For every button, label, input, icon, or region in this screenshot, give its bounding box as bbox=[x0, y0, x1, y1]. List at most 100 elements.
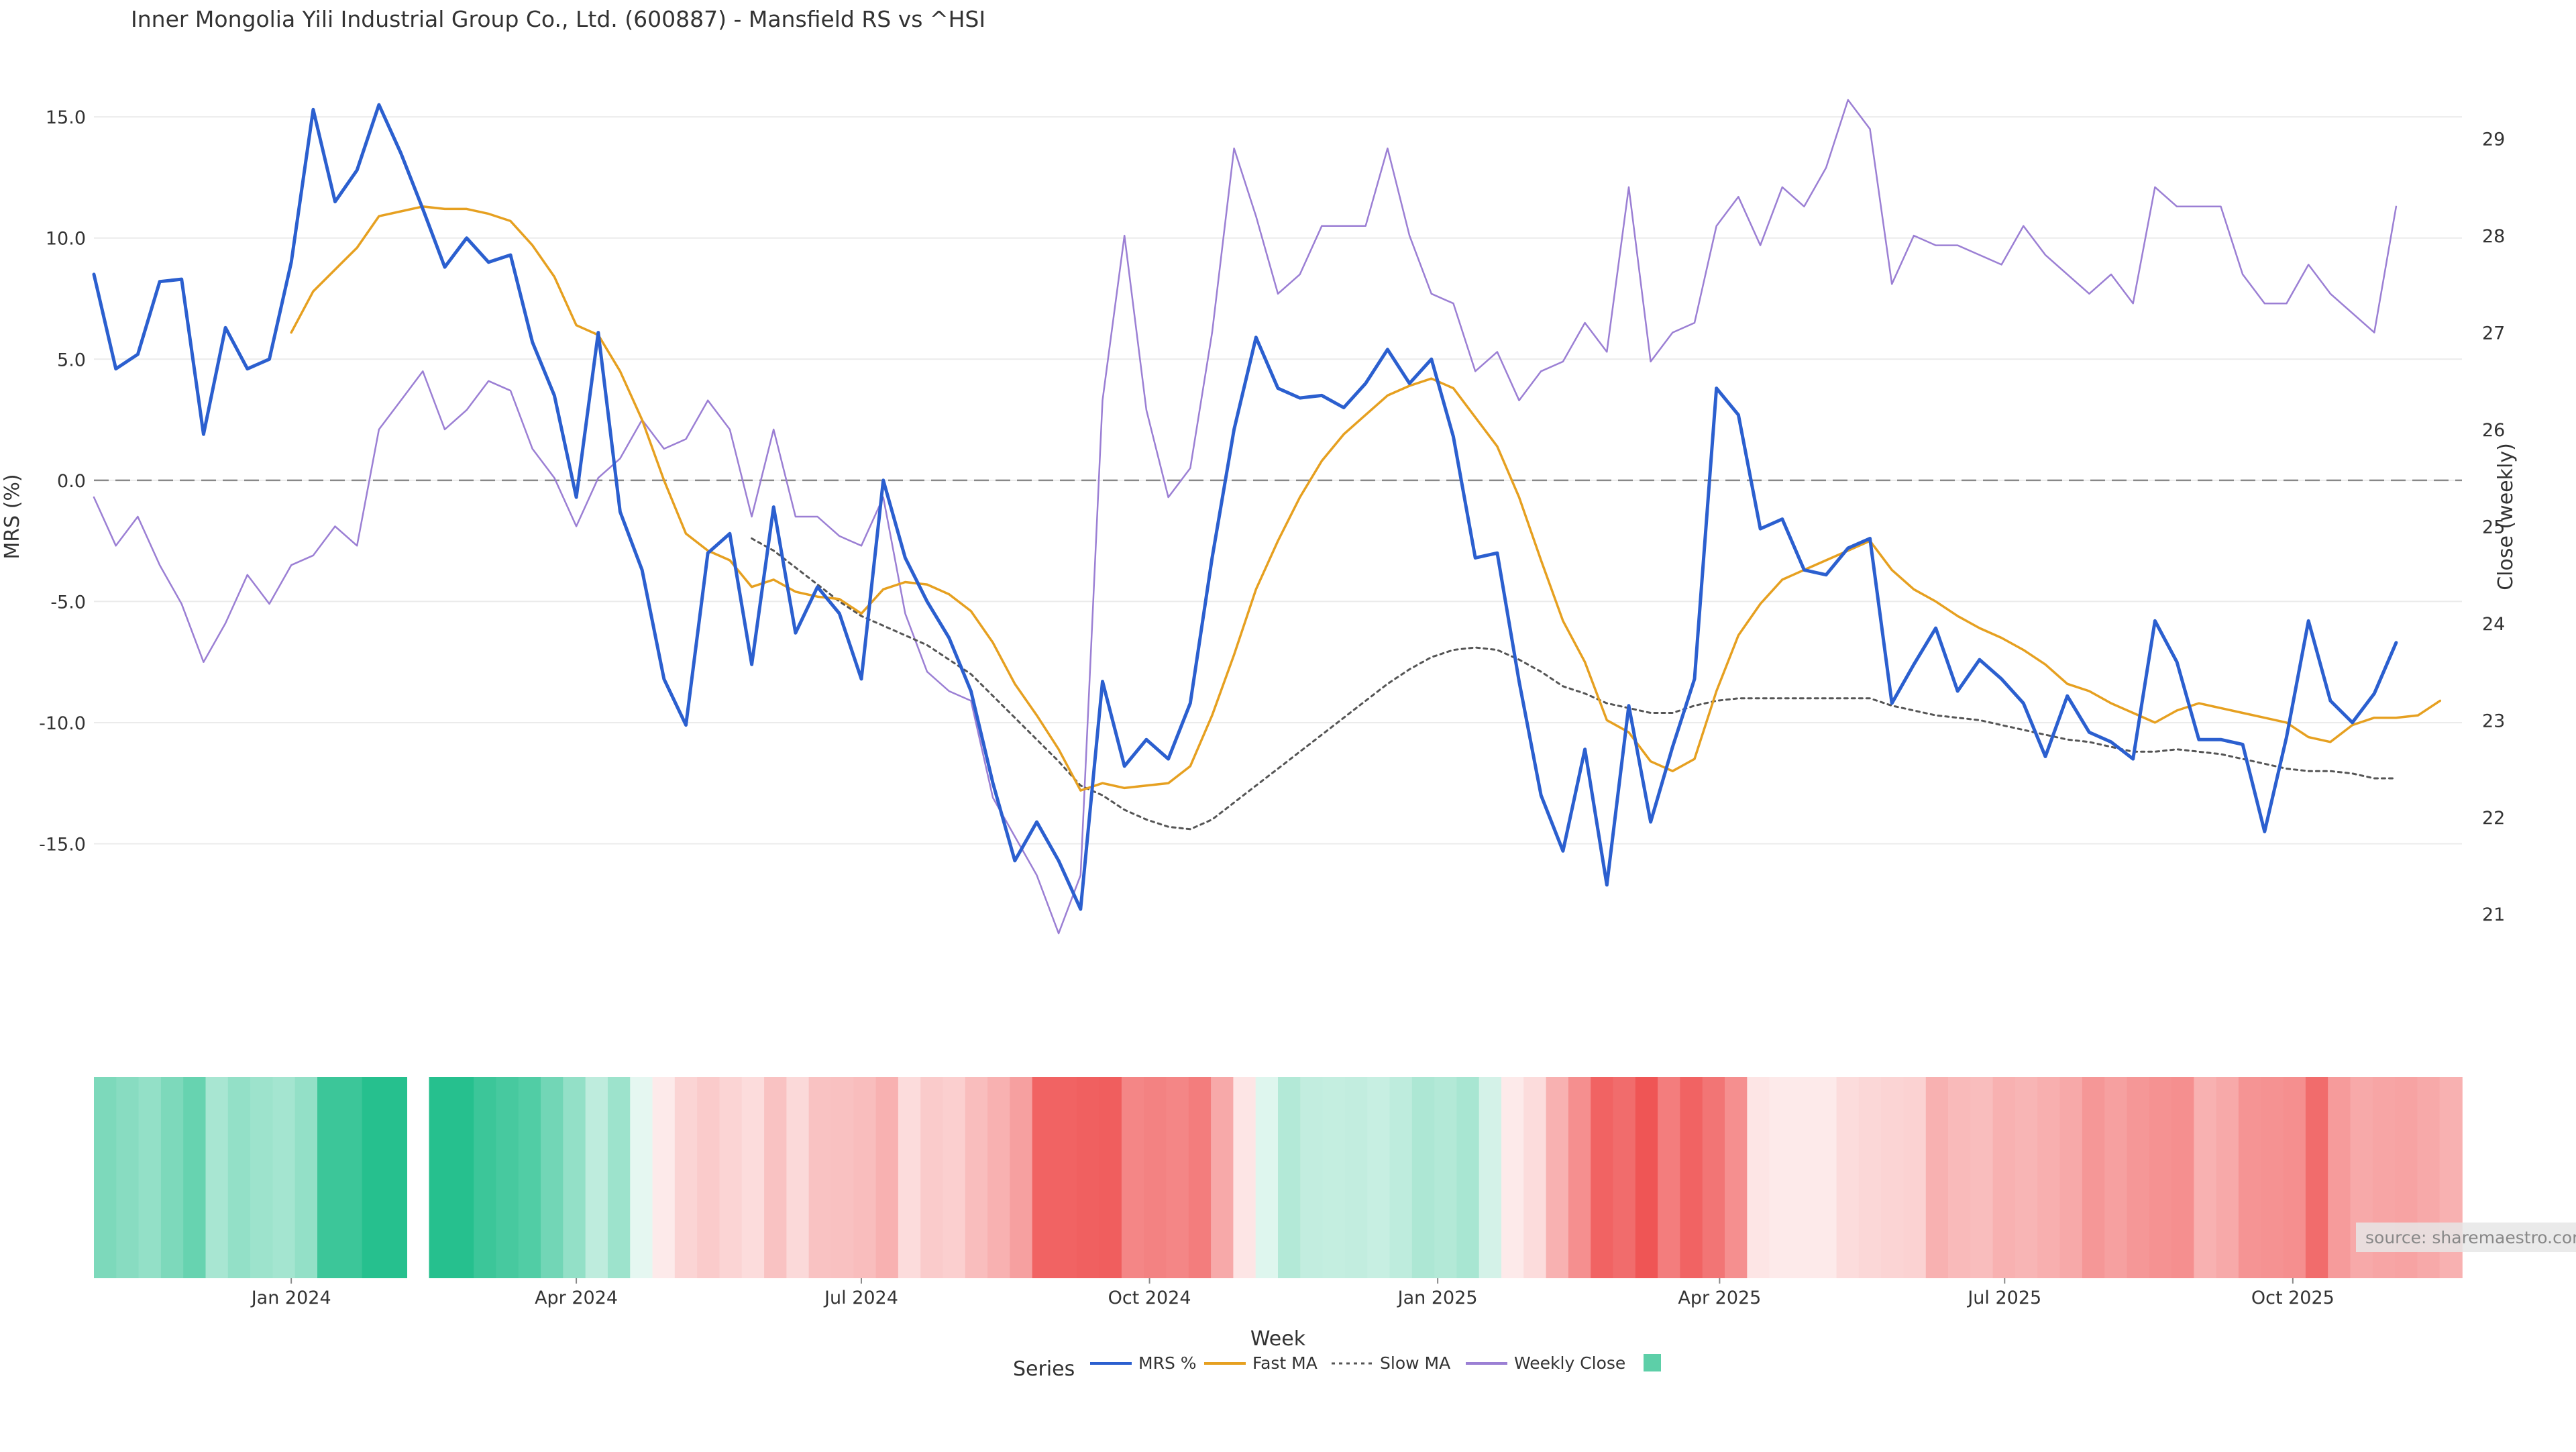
y-tick-label: 15.0 bbox=[46, 107, 86, 128]
series-line-slow-ma bbox=[751, 537, 2398, 831]
x-tick-label: Apr 2025 bbox=[1678, 1288, 1761, 1308]
heatmap-cell bbox=[429, 1077, 452, 1278]
heatmap-cell bbox=[607, 1077, 631, 1278]
heatmap-cell bbox=[2082, 1077, 2105, 1278]
y-axis-label: MRS (%) bbox=[1, 474, 24, 559]
heatmap-cell bbox=[1322, 1077, 1346, 1278]
heatmap-cell bbox=[1233, 1077, 1256, 1278]
series-lines bbox=[92, 99, 2442, 935]
heatmap-cell bbox=[2059, 1077, 2083, 1278]
heatmap-cell bbox=[518, 1077, 541, 1278]
heatmap-cell bbox=[1188, 1077, 1212, 1278]
heatmap-cell bbox=[965, 1077, 988, 1278]
heatmap-cell bbox=[541, 1077, 564, 1278]
heatmap-cell bbox=[1144, 1077, 1167, 1278]
heatmap-cell bbox=[138, 1077, 162, 1278]
x-axis-label: Week bbox=[1250, 1327, 1306, 1351]
heatmap-cell bbox=[652, 1077, 676, 1278]
heatmap-cell bbox=[1211, 1077, 1234, 1278]
x-tick-label: Jan 2024 bbox=[250, 1288, 331, 1308]
heatmap-cell bbox=[1479, 1077, 1502, 1278]
heatmap-cell bbox=[1992, 1077, 2016, 1278]
heatmap-cell bbox=[2328, 1077, 2351, 1278]
heatmap-cell bbox=[362, 1077, 385, 1278]
heatmap-cell bbox=[898, 1077, 921, 1278]
heatmap-cell bbox=[563, 1077, 586, 1278]
y2-tick-label: 26 bbox=[2482, 420, 2505, 441]
heatmap-cell bbox=[1658, 1077, 1681, 1278]
legend: Series MRS % Fast MA Slow MA Weekly Close bbox=[1013, 1353, 1661, 1381]
heatmap-cell bbox=[272, 1077, 296, 1278]
x-tick-label: Apr 2024 bbox=[535, 1288, 618, 1308]
y2-tick-label: 23 bbox=[2482, 711, 2505, 731]
heatmap-cell bbox=[1411, 1077, 1435, 1278]
heatmap-cell bbox=[1077, 1077, 1100, 1278]
heatmap-cell bbox=[1881, 1077, 1904, 1278]
heatmap-cell bbox=[585, 1077, 608, 1278]
y-tick-label: -10.0 bbox=[39, 713, 86, 734]
x-tick-label: Oct 2024 bbox=[1108, 1288, 1191, 1308]
heatmap-cell bbox=[1858, 1077, 1882, 1278]
heatmap-cell bbox=[2127, 1077, 2150, 1278]
heatmap-cell bbox=[1456, 1077, 1480, 1278]
heatmap-cell bbox=[1344, 1077, 1368, 1278]
heatmap-cell bbox=[1166, 1077, 1189, 1278]
y2-tick-label: 27 bbox=[2482, 323, 2505, 344]
heatmap-cell bbox=[1725, 1077, 1748, 1278]
heatmap-cell bbox=[339, 1077, 363, 1278]
heatmap-cell bbox=[2261, 1077, 2284, 1278]
legend-label: MRS % bbox=[1138, 1353, 1197, 1373]
series-line-weekly-close bbox=[93, 99, 2398, 935]
heatmap-cell bbox=[1300, 1077, 1324, 1278]
heatmap-cell bbox=[496, 1077, 519, 1278]
legend-label: Fast MA bbox=[1252, 1353, 1318, 1373]
source-note-text: source: sharemaestro.com bbox=[2365, 1228, 2576, 1247]
heatmap-cell bbox=[294, 1077, 318, 1278]
heatmap-cell bbox=[1948, 1077, 1972, 1278]
heatmap-strip bbox=[94, 1077, 2463, 1278]
y2-tick-label: 29 bbox=[2482, 129, 2505, 150]
y2-tick-label: 24 bbox=[2482, 614, 2505, 635]
heatmap-cell bbox=[1010, 1077, 1033, 1278]
heatmap-cell bbox=[1680, 1077, 1703, 1278]
source-note-background bbox=[2356, 1223, 2576, 1252]
x-tick-label: Jul 2024 bbox=[823, 1288, 898, 1308]
heatmap-cell bbox=[317, 1077, 341, 1278]
heatmap-cell bbox=[2149, 1077, 2172, 1278]
heatmap-cell bbox=[116, 1077, 140, 1278]
heatmap-cell bbox=[1546, 1077, 1569, 1278]
left-y-axis: 15.0 10.0 5.0 0.0 -5.0 -10.0 -15.0 bbox=[39, 107, 86, 855]
heatmap-cell bbox=[764, 1077, 788, 1278]
heatmap-cell bbox=[1278, 1077, 1301, 1278]
heatmap-cell bbox=[160, 1077, 184, 1278]
heatmap-cell bbox=[719, 1077, 743, 1278]
heatmap-cell bbox=[1367, 1077, 1391, 1278]
heatmap-cell bbox=[1747, 1077, 1770, 1278]
heatmap-cell bbox=[384, 1077, 408, 1278]
heatmap-cell bbox=[1099, 1077, 1122, 1278]
legend-title: Series bbox=[1013, 1357, 1075, 1381]
legend-label: Slow MA bbox=[1380, 1353, 1450, 1373]
heatmap-cell bbox=[2171, 1077, 2195, 1278]
heatmap-cell bbox=[853, 1077, 877, 1278]
heatmap-cell bbox=[227, 1077, 251, 1278]
heatmap-cell bbox=[1836, 1077, 1860, 1278]
heatmap-cell bbox=[1568, 1077, 1592, 1278]
heatmap-cell bbox=[1635, 1077, 1658, 1278]
source-note: source: sharemaestro.com bbox=[2356, 1223, 2576, 1252]
y2-axis-label: Close (weekly) bbox=[2494, 443, 2518, 590]
y-tick-label: 10.0 bbox=[46, 229, 86, 250]
x-tick-label: Jan 2025 bbox=[1397, 1288, 1478, 1308]
x-tick-label: Oct 2025 bbox=[2251, 1288, 2334, 1308]
heatmap-cell bbox=[1925, 1077, 1949, 1278]
heatmap-cell bbox=[1389, 1077, 1413, 1278]
heatmap-cell bbox=[2015, 1077, 2039, 1278]
heatmap-cell bbox=[1903, 1077, 1927, 1278]
series-line-fast-ma bbox=[290, 205, 2442, 792]
x-tick-label: Jul 2025 bbox=[1966, 1288, 2041, 1308]
heatmap-cell bbox=[674, 1077, 698, 1278]
y2-tick-label: 22 bbox=[2482, 808, 2505, 829]
heatmap-cell bbox=[808, 1077, 832, 1278]
y2-tick-label: 21 bbox=[2482, 904, 2505, 925]
